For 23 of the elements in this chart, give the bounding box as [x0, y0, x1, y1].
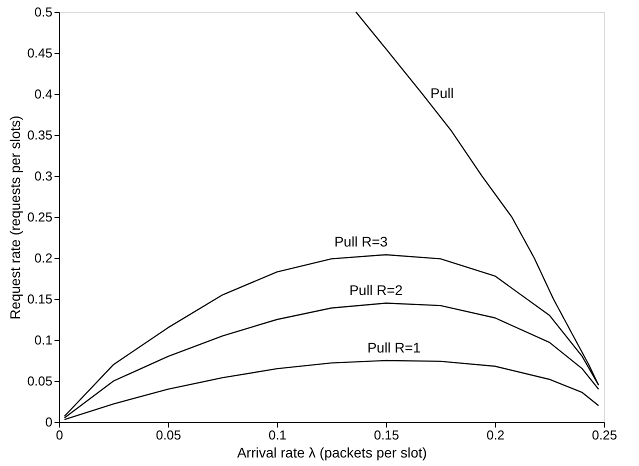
- x-tick-label: 0: [56, 428, 64, 442]
- y-tick-label: 0.4: [34, 86, 52, 102]
- x-tick-label: 0.15: [374, 428, 400, 442]
- y-tick-label: 0.3: [34, 168, 52, 184]
- series-label: Pull R=3: [334, 234, 388, 250]
- x-tick-label: 0.1: [268, 428, 287, 442]
- y-axis-title: Request rate (requests per slots): [7, 116, 24, 320]
- y-tick-label: 0.45: [27, 46, 52, 60]
- series-label: Pull R=2: [349, 282, 403, 298]
- y-tick-label: 0.5: [34, 4, 52, 20]
- series-label: Pull: [430, 85, 454, 101]
- x-tick-label: 0.2: [486, 428, 505, 442]
- y-tick-label: 0.05: [27, 374, 52, 388]
- y-tick-label: 0.15: [27, 292, 52, 306]
- x-tick-label: 0.25: [592, 428, 618, 442]
- y-tick-label: 0.1: [34, 332, 52, 348]
- x-axis-title: Arrival rate λ (packets per slot): [237, 444, 427, 460]
- y-tick-label: 0.35: [27, 128, 52, 142]
- y-tick-label: 0: [45, 414, 52, 430]
- y-tick-label: 0.2: [34, 250, 52, 266]
- series-label: Pull R=1: [367, 340, 421, 356]
- y-tick-label: 0.25: [27, 210, 52, 224]
- x-tick-label: 0.05: [156, 428, 182, 442]
